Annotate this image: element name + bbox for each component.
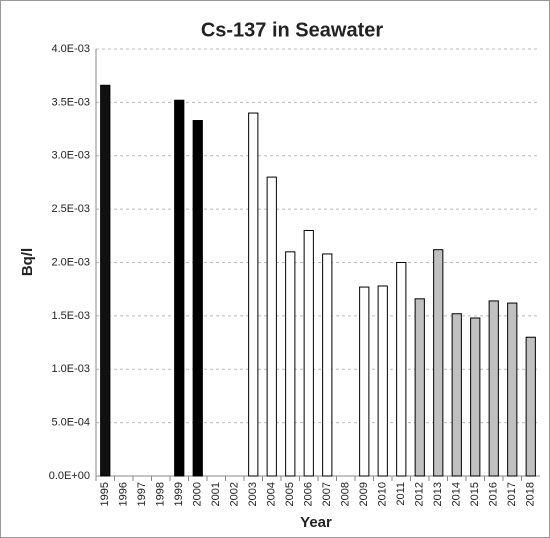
bar [266,176,277,477]
bar [377,285,388,477]
x-tick-label: 2016 [488,482,500,506]
bar [100,84,111,477]
x-tick-label: 2000 [192,482,204,506]
x-tick-label: 2017 [506,482,518,506]
y-tick-label: 4.0E-03 [51,43,90,55]
x-axis-label: Year [300,514,332,531]
x-tick-label: 2007 [321,482,333,506]
y-tick-label: 1.5E-03 [51,310,90,322]
chart-title: Cs-137 in Seawater [201,19,384,41]
bar [488,300,499,477]
x-tick-label: 2011 [395,482,407,506]
x-tick-label: 2015 [469,482,481,506]
x-tick-label: 1996 [118,482,130,506]
bar [433,249,444,477]
bar [174,99,185,477]
x-tick-label: 2002 [229,482,241,506]
bar [414,298,425,477]
x-tick-label: 2009 [358,482,370,506]
y-tick-label: 0.0E+00 [49,470,90,482]
x-tick-label: 2008 [340,482,352,506]
bar [525,336,536,477]
y-tick-label: 2.5E-03 [51,203,90,215]
bar [451,313,462,477]
x-tick-label: 2005 [284,482,296,506]
y-tick-label: 5.0E-04 [51,417,90,429]
x-tick-label: 2012 [414,482,426,506]
y-tick-label: 1.0E-03 [51,363,90,375]
bar [396,262,407,477]
x-tick-label: 2014 [451,482,463,506]
bar [285,251,296,477]
x-tick-label: 1997 [136,482,148,506]
bar [507,302,518,477]
y-tick-label: 3.5E-03 [51,96,90,108]
x-tick-label: 2013 [432,482,444,506]
x-tick-label: 2001 [210,482,222,506]
x-tick-label: 2006 [303,482,315,506]
x-tick-label: 1998 [155,482,167,506]
bar [359,286,370,477]
x-tick-label: 2018 [525,482,537,506]
y-tick-label: 3.0E-03 [51,150,90,162]
x-tick-label: 2004 [266,482,278,506]
x-tick-label: 2003 [247,482,259,506]
bar [303,229,314,477]
bar [470,317,481,477]
y-tick-label: 2.0E-03 [51,256,90,268]
x-tick-label: 1995 [99,482,111,506]
x-tick-label: 1999 [173,482,185,506]
x-tick-label: 2010 [377,482,389,506]
bar [322,253,333,477]
bar [248,112,259,477]
y-axis-label: Bq/l [19,248,36,276]
bar [192,120,203,477]
